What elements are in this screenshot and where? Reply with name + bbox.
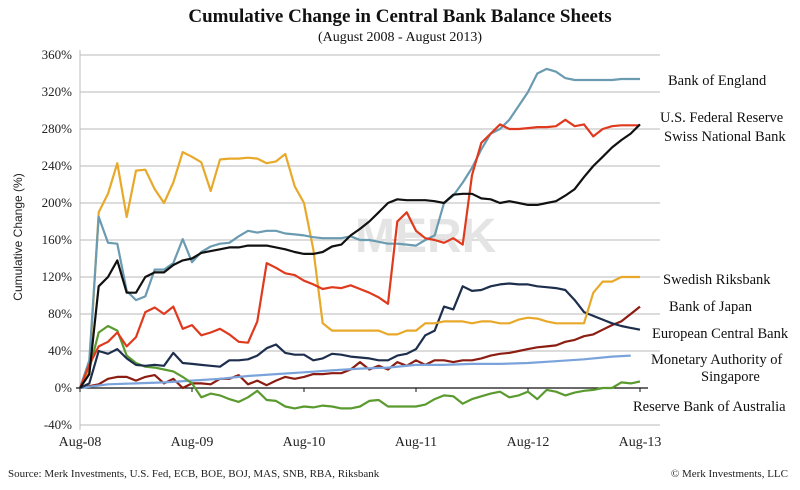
y-tick-label: 200%	[42, 195, 73, 210]
y-tick-label: 240%	[42, 158, 73, 173]
legend: Bank of England U.S. Federal Reserve Swiss…	[633, 73, 789, 415]
y-tick-label: 40%	[48, 343, 72, 358]
watermark: MERK	[355, 210, 497, 263]
series-line-reserve-bank-of-australia	[79, 324, 641, 410]
y-tick-label: 80%	[48, 306, 72, 321]
x-tick-label: Aug-10	[283, 435, 326, 450]
legend-label-swiss-national-bank: Swiss National Bank	[664, 129, 786, 145]
axes	[76, 50, 648, 430]
series-line-bank-of-japan	[79, 305, 641, 390]
series-line-u-s-federal-reserve	[78, 118, 640, 389]
series-line-swiss-national-bank	[79, 123, 641, 389]
y-tick-label: -40%	[44, 417, 72, 432]
x-tick-label: Aug-13	[619, 435, 662, 450]
y-tick-label: 320%	[42, 84, 73, 99]
legend-label-u-s-federal-reserve: U.S. Federal Reserve	[660, 110, 783, 126]
x-tick-label: Aug-12	[507, 435, 550, 450]
series-line-european-central-bank	[79, 282, 641, 389]
legend-label-monetary-authority-of-singapore: Monetary Authority of	[651, 352, 782, 368]
x-tick-labels: Aug-08 Aug-09 Aug-10 Aug-11 Aug-12 Aug-13	[59, 435, 662, 450]
legend-label-bank-of-japan: Bank of Japan	[669, 299, 753, 315]
y-tick-labels: -40% 0% 40% 80% 120% 160% 200% 240% 280% 320% 360%	[42, 47, 73, 432]
chart-subtitle: (August 2008 - August 2013)	[317, 30, 483, 45]
series-line-swedish-riksbank	[79, 151, 640, 389]
legend-label-bank-of-england: Bank of England	[668, 73, 767, 89]
y-tick-label: 0%	[55, 380, 73, 395]
legend-label-reserve-bank-of-australia: Reserve Bank of Australia	[633, 399, 786, 415]
series-line-bank-of-england	[78, 67, 640, 389]
chart-title: Cumulative Change in Central Bank Balanc…	[188, 6, 612, 27]
source-note: Source: Merk Investments, U.S. Fed, ECB,…	[8, 468, 380, 480]
series-line-monetary-authority-of-singapore	[79, 354, 631, 390]
legend-label-monetary-authority-of-singapore: Singapore	[701, 369, 760, 385]
x-tick-label: Aug-08	[59, 435, 102, 450]
x-tick-label: Aug-09	[171, 435, 214, 450]
y-tick-label: 360%	[42, 47, 73, 62]
legend-label-european-central-bank: European Central Bank	[652, 326, 789, 342]
legend-label-swedish-riksbank: Swedish Riksbank	[663, 272, 771, 288]
y-tick-label: 120%	[42, 269, 73, 284]
y-tick-label: 160%	[42, 232, 73, 247]
copyright-note: © Merk Investments, LLC	[670, 468, 788, 480]
y-tick-label: 280%	[42, 121, 73, 136]
series-lines	[78, 67, 641, 410]
x-tick-label: Aug-11	[395, 435, 437, 450]
